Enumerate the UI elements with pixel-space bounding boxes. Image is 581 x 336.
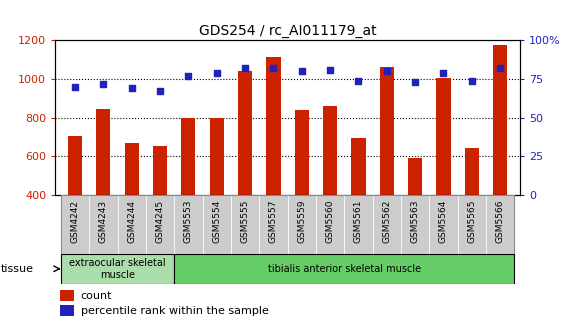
Point [382, 69, 392, 74]
Text: GSM5564: GSM5564 [439, 200, 448, 243]
Point [212, 70, 221, 76]
Bar [238, 71, 252, 272]
Bar [380, 68, 394, 272]
Bar [68, 136, 82, 272]
Bar [125, 143, 139, 272]
Point [496, 66, 505, 71]
Bar [203, 195, 231, 254]
Bar [181, 118, 195, 272]
Bar [61, 195, 89, 254]
Text: GSM5557: GSM5557 [269, 200, 278, 243]
Text: GSM5562: GSM5562 [382, 200, 391, 243]
Text: count: count [81, 291, 112, 301]
Point [467, 78, 476, 83]
Bar [60, 290, 74, 301]
Point [184, 73, 193, 79]
Bar [493, 45, 507, 272]
Bar [408, 158, 422, 272]
Bar [486, 195, 514, 254]
Text: tissue: tissue [1, 264, 34, 274]
Bar [174, 195, 203, 254]
Text: GSM5555: GSM5555 [241, 200, 250, 243]
Bar [401, 195, 429, 254]
Text: GSM5559: GSM5559 [297, 200, 306, 243]
Point [127, 86, 137, 91]
Bar [436, 78, 450, 272]
Bar [61, 254, 174, 284]
Point [411, 79, 420, 85]
Text: GSM5560: GSM5560 [325, 200, 335, 243]
Bar [458, 195, 486, 254]
Bar [352, 138, 365, 272]
Text: GSM4242: GSM4242 [70, 200, 80, 243]
Point [241, 66, 250, 71]
Bar [210, 118, 224, 272]
Point [70, 84, 80, 89]
Bar [465, 148, 479, 272]
Bar [96, 109, 110, 272]
Point [269, 66, 278, 71]
Point [354, 78, 363, 83]
Bar [146, 195, 174, 254]
Title: GDS254 / rc_AI011179_at: GDS254 / rc_AI011179_at [199, 24, 376, 38]
Point [325, 67, 335, 72]
Bar [60, 305, 74, 316]
Text: GSM5565: GSM5565 [467, 200, 476, 243]
Text: GSM4243: GSM4243 [99, 200, 108, 243]
Text: GSM5563: GSM5563 [411, 200, 419, 243]
Bar [117, 195, 146, 254]
Text: GSM5554: GSM5554 [212, 200, 221, 243]
Bar [372, 195, 401, 254]
Text: extraocular skeletal
muscle: extraocular skeletal muscle [69, 258, 166, 280]
Text: GSM5553: GSM5553 [184, 200, 193, 243]
Bar [295, 110, 309, 272]
Text: GSM5566: GSM5566 [496, 200, 505, 243]
Bar [89, 195, 117, 254]
Bar [266, 57, 281, 272]
Point [297, 69, 306, 74]
Bar [153, 146, 167, 272]
Text: GSM4245: GSM4245 [156, 200, 164, 243]
Text: GSM4244: GSM4244 [127, 200, 136, 243]
Text: tibialis anterior skeletal muscle: tibialis anterior skeletal muscle [268, 264, 421, 274]
Bar [231, 195, 259, 254]
Bar [259, 195, 288, 254]
Bar [345, 195, 372, 254]
Point [99, 81, 108, 86]
Bar [429, 195, 458, 254]
Bar [288, 195, 316, 254]
Point [155, 89, 164, 94]
Point [439, 70, 448, 76]
Text: GSM5561: GSM5561 [354, 200, 363, 243]
Bar [316, 195, 345, 254]
Bar [174, 254, 514, 284]
Bar [323, 106, 337, 272]
Text: percentile rank within the sample: percentile rank within the sample [81, 306, 268, 316]
